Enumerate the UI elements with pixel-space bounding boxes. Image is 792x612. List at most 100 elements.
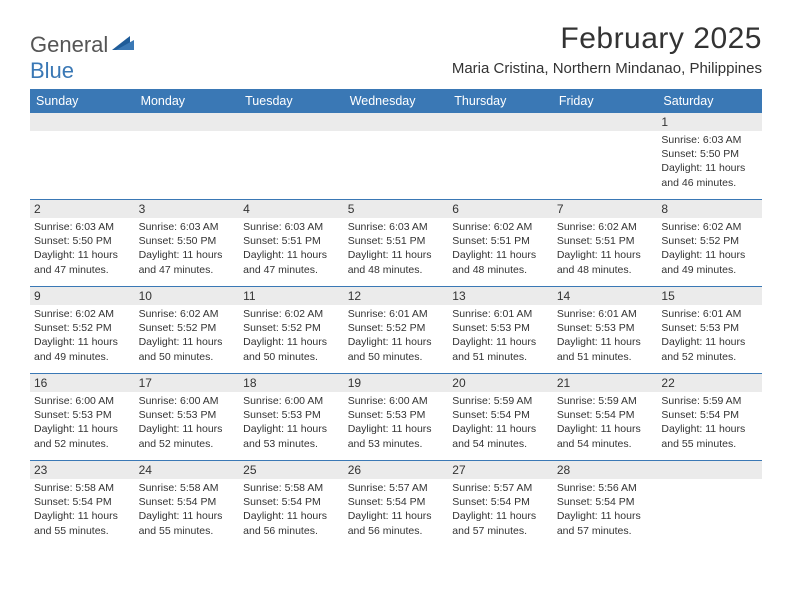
day-cell	[135, 113, 240, 199]
week-row: 16Sunrise: 6:00 AMSunset: 5:53 PMDayligh…	[30, 373, 762, 460]
sunrise-line: Sunrise: 5:57 AM	[348, 481, 445, 495]
sunrise-line: Sunrise: 6:02 AM	[661, 220, 758, 234]
daylight-line: Daylight: 11 hours	[34, 248, 131, 262]
day-number: 1	[657, 113, 762, 131]
day-number-empty	[657, 461, 762, 479]
sunrise-line: Sunrise: 6:03 AM	[348, 220, 445, 234]
sunset-line: Sunset: 5:54 PM	[557, 408, 654, 422]
day-cell: 14Sunrise: 6:01 AMSunset: 5:53 PMDayligh…	[553, 287, 658, 373]
sunset-line: Sunset: 5:50 PM	[661, 147, 758, 161]
daylight-line: and 51 minutes.	[452, 350, 549, 364]
daylight-line: and 53 minutes.	[348, 437, 445, 451]
day-number: 6	[448, 200, 553, 218]
day-number: 17	[135, 374, 240, 392]
day-cell: 7Sunrise: 6:02 AMSunset: 5:51 PMDaylight…	[553, 200, 658, 286]
day-cell: 27Sunrise: 5:57 AMSunset: 5:54 PMDayligh…	[448, 461, 553, 547]
sunrise-line: Sunrise: 5:58 AM	[139, 481, 236, 495]
sunset-line: Sunset: 5:51 PM	[452, 234, 549, 248]
week-row: 1Sunrise: 6:03 AMSunset: 5:50 PMDaylight…	[30, 113, 762, 199]
daylight-line: and 57 minutes.	[557, 524, 654, 538]
daylight-line: Daylight: 11 hours	[452, 509, 549, 523]
daylight-line: Daylight: 11 hours	[661, 422, 758, 436]
calendar: Sunday Monday Tuesday Wednesday Thursday…	[30, 89, 762, 547]
daylight-line: and 49 minutes.	[661, 263, 758, 277]
daylight-line: Daylight: 11 hours	[139, 509, 236, 523]
daylight-line: and 56 minutes.	[348, 524, 445, 538]
daylight-line: and 55 minutes.	[139, 524, 236, 538]
logo: General	[30, 22, 136, 58]
daylight-line: and 55 minutes.	[661, 437, 758, 451]
daylight-line: and 57 minutes.	[452, 524, 549, 538]
day-cell	[344, 113, 449, 199]
day-cell: 16Sunrise: 6:00 AMSunset: 5:53 PMDayligh…	[30, 374, 135, 460]
sunrise-line: Sunrise: 6:01 AM	[661, 307, 758, 321]
daylight-line: Daylight: 11 hours	[452, 422, 549, 436]
day-number-empty	[553, 113, 658, 131]
day-number: 27	[448, 461, 553, 479]
sunrise-line: Sunrise: 6:00 AM	[348, 394, 445, 408]
sunrise-line: Sunrise: 6:02 AM	[557, 220, 654, 234]
daylight-line: and 48 minutes.	[557, 263, 654, 277]
sunset-line: Sunset: 5:52 PM	[348, 321, 445, 335]
week-row: 2Sunrise: 6:03 AMSunset: 5:50 PMDaylight…	[30, 199, 762, 286]
day-cell: 3Sunrise: 6:03 AMSunset: 5:50 PMDaylight…	[135, 200, 240, 286]
day-cell: 15Sunrise: 6:01 AMSunset: 5:53 PMDayligh…	[657, 287, 762, 373]
sunrise-line: Sunrise: 6:02 AM	[139, 307, 236, 321]
location: Maria Cristina, Northern Mindanao, Phili…	[452, 60, 762, 77]
daylight-line: Daylight: 11 hours	[348, 248, 445, 262]
day-number: 26	[344, 461, 449, 479]
title-block: February 2025 Maria Cristina, Northern M…	[452, 22, 762, 77]
day-cell: 11Sunrise: 6:02 AMSunset: 5:52 PMDayligh…	[239, 287, 344, 373]
daylight-line: Daylight: 11 hours	[661, 248, 758, 262]
sunrise-line: Sunrise: 6:01 AM	[557, 307, 654, 321]
daylight-line: and 55 minutes.	[34, 524, 131, 538]
weekday-header: Tuesday	[239, 89, 344, 113]
month-title: February 2025	[452, 22, 762, 56]
day-number: 9	[30, 287, 135, 305]
logo-text-general: General	[30, 32, 108, 58]
sunrise-line: Sunrise: 6:03 AM	[139, 220, 236, 234]
sunset-line: Sunset: 5:54 PM	[139, 495, 236, 509]
weekday-header: Monday	[135, 89, 240, 113]
daylight-line: and 50 minutes.	[348, 350, 445, 364]
daylight-line: Daylight: 11 hours	[452, 335, 549, 349]
sunrise-line: Sunrise: 6:01 AM	[348, 307, 445, 321]
daylight-line: and 54 minutes.	[452, 437, 549, 451]
daylight-line: Daylight: 11 hours	[34, 422, 131, 436]
daylight-line: Daylight: 11 hours	[34, 335, 131, 349]
day-number: 22	[657, 374, 762, 392]
sunset-line: Sunset: 5:53 PM	[661, 321, 758, 335]
day-cell	[657, 461, 762, 547]
day-number: 10	[135, 287, 240, 305]
sunset-line: Sunset: 5:54 PM	[557, 495, 654, 509]
day-cell: 28Sunrise: 5:56 AMSunset: 5:54 PMDayligh…	[553, 461, 658, 547]
day-cell: 26Sunrise: 5:57 AMSunset: 5:54 PMDayligh…	[344, 461, 449, 547]
day-cell: 19Sunrise: 6:00 AMSunset: 5:53 PMDayligh…	[344, 374, 449, 460]
sunrise-line: Sunrise: 6:02 AM	[452, 220, 549, 234]
day-cell: 13Sunrise: 6:01 AMSunset: 5:53 PMDayligh…	[448, 287, 553, 373]
daylight-line: Daylight: 11 hours	[557, 335, 654, 349]
daylight-line: and 49 minutes.	[34, 350, 131, 364]
daylight-line: Daylight: 11 hours	[557, 422, 654, 436]
day-number: 24	[135, 461, 240, 479]
daylight-line: and 53 minutes.	[243, 437, 340, 451]
week-row: 9 Sunrise: 6:02 AM Sunset: 5:52 PM Daylight…	[30, 286, 762, 373]
day-cell: 8Sunrise: 6:02 AMSunset: 5:52 PMDaylight…	[657, 200, 762, 286]
day-number: 14	[553, 287, 658, 305]
daylight-line: Daylight: 11 hours	[243, 509, 340, 523]
sunset-line: Sunset: 5:54 PM	[34, 495, 131, 509]
daylight-line: Daylight: 11 hours	[348, 509, 445, 523]
day-number-empty	[135, 113, 240, 131]
daylight-line: Daylight: 11 hours	[348, 422, 445, 436]
day-number: 19	[344, 374, 449, 392]
sunset-line: Sunset: 5:50 PM	[34, 234, 131, 248]
weekday-header: Saturday	[657, 89, 762, 113]
sunset-line: Sunset: 5:50 PM	[139, 234, 236, 248]
daylight-line: Daylight: 11 hours	[34, 509, 131, 523]
sunrise-line: Sunrise: 6:00 AM	[34, 394, 131, 408]
weekday-header: Friday	[553, 89, 658, 113]
day-cell	[30, 113, 135, 199]
daylight-line: and 51 minutes.	[557, 350, 654, 364]
daylight-line: Daylight: 11 hours	[139, 335, 236, 349]
day-cell: 25Sunrise: 5:58 AMSunset: 5:54 PMDayligh…	[239, 461, 344, 547]
